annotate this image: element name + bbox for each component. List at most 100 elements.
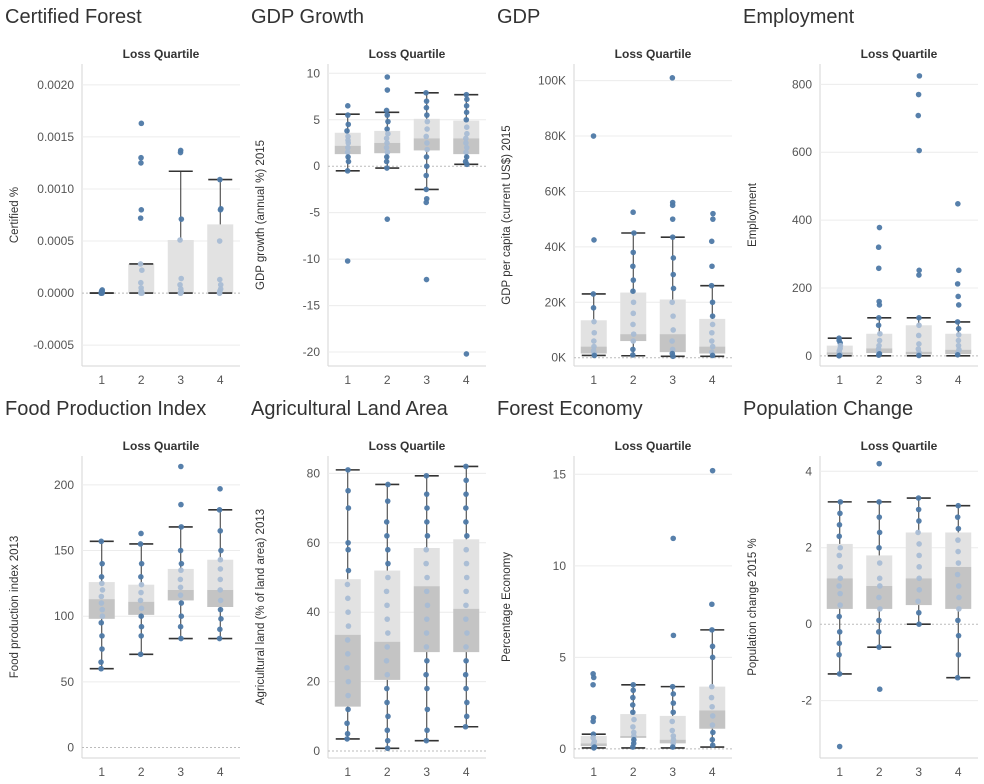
data-point — [463, 560, 470, 567]
y-tick-label: 0.0010 — [37, 182, 74, 196]
y-tick-label: 50 — [61, 675, 75, 689]
data-point — [423, 104, 430, 111]
data-point — [463, 658, 469, 664]
data-point — [423, 491, 430, 497]
data-point — [463, 124, 470, 130]
data-point — [423, 90, 429, 96]
data-point — [344, 637, 351, 643]
column-header: Loss Quartile — [615, 439, 692, 453]
data-point — [178, 524, 185, 530]
data-point — [345, 678, 352, 685]
data-point — [99, 587, 106, 593]
chart-title: Employment — [743, 6, 855, 28]
data-point — [99, 633, 105, 639]
data-point — [709, 321, 716, 328]
data-point — [217, 587, 224, 593]
data-point — [463, 154, 470, 160]
data-point — [875, 322, 882, 329]
data-point — [590, 305, 597, 311]
data-point — [709, 742, 716, 748]
data-point — [385, 713, 391, 720]
data-point — [177, 547, 184, 554]
x-tick-label: 2 — [630, 765, 637, 779]
data-point — [836, 640, 843, 647]
data-point — [345, 140, 352, 146]
data-point — [836, 583, 842, 589]
data-point — [344, 149, 351, 156]
data-point — [423, 163, 430, 170]
data-point — [876, 560, 883, 566]
data-point — [98, 600, 105, 606]
data-point — [137, 541, 144, 547]
y-tick-label: 40 — [307, 605, 321, 619]
x-tick-label: 1 — [98, 765, 105, 779]
data-point — [464, 699, 470, 706]
data-point — [669, 727, 676, 734]
data-point — [383, 107, 390, 114]
data-point — [631, 716, 637, 723]
data-point — [875, 629, 882, 635]
chart-panel: Population Change Loss Quartile -2 0 2 4 Popul… — [738, 392, 984, 784]
data-point — [423, 472, 430, 479]
y-tick-label: 10 — [307, 66, 321, 80]
data-point — [383, 658, 390, 664]
data-point — [424, 146, 430, 153]
data-point — [591, 318, 597, 325]
data-point — [669, 718, 676, 725]
column-header: Loss Quartile — [123, 439, 200, 453]
box-group — [413, 474, 440, 742]
y-tick-label: 0.0020 — [37, 78, 74, 92]
data-point — [423, 644, 430, 650]
data-point — [954, 281, 961, 287]
box-lower — [699, 710, 726, 729]
x-tick-label: 1 — [98, 373, 105, 387]
data-point — [463, 103, 470, 109]
column-header: Loss Quartile — [369, 47, 446, 61]
data-point — [345, 112, 351, 118]
y-tick-label: 150 — [54, 544, 74, 558]
data-point — [385, 560, 391, 567]
data-point — [669, 234, 676, 240]
x-tick-label: 1 — [590, 765, 597, 779]
data-point — [137, 651, 144, 658]
data-point — [709, 736, 716, 743]
data-point — [956, 594, 962, 601]
y-tick-label: 200 — [792, 281, 812, 295]
data-point — [669, 346, 676, 353]
data-point — [345, 158, 352, 165]
y-tick-label: 100K — [538, 74, 566, 88]
data-point — [916, 586, 923, 593]
data-point — [630, 346, 636, 353]
data-point — [670, 632, 677, 639]
data-point — [138, 581, 145, 588]
chart-title: Population Change — [743, 398, 914, 420]
data-point — [385, 546, 391, 553]
data-point — [463, 116, 470, 123]
data-point — [709, 352, 716, 359]
data-point — [876, 460, 883, 467]
chart-panel: GDP Growth Loss Quartile -20 -15 -10 -5 0 5 10 GD… — [246, 0, 492, 392]
y-tick-label: 0 — [313, 159, 320, 173]
data-point — [876, 617, 882, 624]
data-point — [423, 186, 430, 193]
data-point — [345, 706, 351, 713]
data-point — [463, 351, 470, 357]
chart-title: Agricultural Land Area — [251, 398, 448, 420]
data-point — [424, 505, 430, 511]
data-point — [462, 671, 469, 678]
data-point — [217, 626, 223, 633]
data-point — [344, 736, 350, 742]
data-point — [99, 606, 106, 613]
data-point — [710, 216, 716, 222]
data-point — [710, 210, 716, 217]
y-tick-label: 100 — [54, 609, 74, 623]
x-tick-label: 2 — [384, 765, 391, 779]
y-tick-label: 60 — [307, 536, 321, 550]
data-point — [916, 541, 922, 547]
data-point — [876, 544, 882, 551]
y-tick-label: 0 — [805, 617, 812, 631]
data-point — [915, 506, 922, 513]
data-point — [423, 737, 430, 744]
data-point — [217, 206, 224, 213]
data-point — [345, 539, 351, 546]
